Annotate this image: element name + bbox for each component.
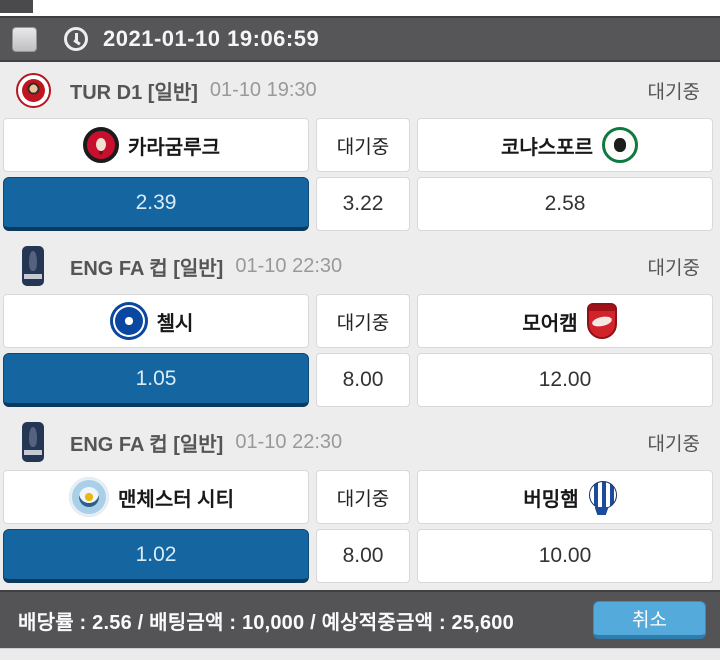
league-logo-icon <box>22 246 44 286</box>
odds-away-button[interactable]: 2.58 <box>417 177 713 231</box>
away-team-logo-icon <box>586 303 617 339</box>
away-team-cell: 코냐스포르 <box>417 118 713 172</box>
team-row: 카라굼루크 대기중 코냐스포르 <box>0 118 720 172</box>
match-section: ENG FA 컵 [일반] 01-10 22:30 대기중 첼시 대기중 모어캠… <box>0 238 720 414</box>
away-team-logo-icon <box>588 479 617 515</box>
center-status: 대기중 <box>336 312 390 334</box>
league-title: ENG FA 컵 [일반] <box>70 257 224 280</box>
match-datetime: 01-10 19:30 <box>209 78 317 101</box>
league-logo-icon <box>22 422 44 462</box>
top-left-tab <box>0 0 33 13</box>
odds-row: 1.02 8.00 10.00 <box>0 529 720 583</box>
team-row: 맨체스터 시티 대기중 버밍햄 <box>0 470 720 524</box>
top-strip <box>0 0 720 16</box>
away-team-logo-icon <box>602 127 638 163</box>
odds-away-button[interactable]: 12.00 <box>417 353 713 407</box>
home-team-logo-icon <box>69 477 110 517</box>
match-section: ENG FA 컵 [일반] 01-10 22:30 대기중 맨체스터 시티 대기… <box>0 414 720 590</box>
match-status: 대기중 <box>647 81 700 103</box>
cancel-button[interactable]: 취소 <box>593 601 706 639</box>
center-status: 대기중 <box>336 136 390 158</box>
center-status: 대기중 <box>336 488 390 510</box>
match-status: 대기중 <box>647 433 700 455</box>
league-title: ENG FA 컵 [일반] <box>70 433 224 456</box>
league-title: TUR D1 [일반] <box>70 81 198 104</box>
league-header: TUR D1 [일반] 01-10 19:30 대기중 <box>0 62 720 118</box>
center-status-cell: 대기중 <box>316 118 410 172</box>
home-team-name: 카라굼루크 <box>128 136 220 159</box>
bet-summary: 배당률 : 2.56 / 배팅금액 : 10,000 / 예상적중금액 : 25… <box>18 611 514 634</box>
home-team-cell: 맨체스터 시티 <box>3 470 309 524</box>
home-team-name: 맨체스터 시티 <box>118 488 234 511</box>
league-logo-icon <box>15 72 51 108</box>
odds-row: 2.39 3.22 2.58 <box>0 177 720 231</box>
bet-slip-footer: 배당률 : 2.56 / 배팅금액 : 10,000 / 예상적중금액 : 25… <box>0 590 720 648</box>
match-status: 대기중 <box>647 257 700 279</box>
match-list: TUR D1 [일반] 01-10 19:30 대기중 카라굼루크 대기중 코냐… <box>0 62 720 590</box>
header-bar: 2021-01-10 19:06:59 <box>0 16 720 62</box>
match-datetime: 01-10 22:30 <box>235 430 343 453</box>
league-header: ENG FA 컵 [일반] 01-10 22:30 대기중 <box>0 238 720 294</box>
odds-draw-button[interactable]: 8.00 <box>316 353 410 407</box>
league-header: ENG FA 컵 [일반] 01-10 22:30 대기중 <box>0 414 720 470</box>
home-team-cell: 카라굼루크 <box>3 118 309 172</box>
home-team-logo-icon <box>83 127 119 163</box>
odds-home-button[interactable]: 2.39 <box>3 177 309 231</box>
home-team-logo-icon <box>109 302 148 340</box>
odds-draw-button[interactable]: 8.00 <box>316 529 410 583</box>
away-team-name: 모어캠 <box>522 312 578 335</box>
odds-home-button[interactable]: 1.02 <box>3 529 309 583</box>
home-team-name: 첼시 <box>156 312 194 335</box>
match-section: TUR D1 [일반] 01-10 19:30 대기중 카라굼루크 대기중 코냐… <box>0 62 720 238</box>
odds-away-button[interactable]: 10.00 <box>417 529 713 583</box>
odds-row: 1.05 8.00 12.00 <box>0 353 720 407</box>
bottom-strip <box>0 648 720 660</box>
center-status-cell: 대기중 <box>316 294 410 348</box>
odds-home-button[interactable]: 1.05 <box>3 353 309 407</box>
timestamp: 2021-01-10 19:06:59 <box>103 26 320 51</box>
clock-icon <box>64 27 88 51</box>
center-status-cell: 대기중 <box>316 470 410 524</box>
away-team-name: 코냐스포르 <box>501 136 593 159</box>
away-team-cell: 모어캠 <box>417 294 713 348</box>
home-team-cell: 첼시 <box>3 294 309 348</box>
match-datetime: 01-10 22:30 <box>235 254 343 277</box>
select-all-checkbox[interactable] <box>12 26 37 52</box>
away-team-name: 버밍햄 <box>523 488 579 511</box>
team-row: 첼시 대기중 모어캠 <box>0 294 720 348</box>
odds-draw-button[interactable]: 3.22 <box>316 177 410 231</box>
away-team-cell: 버밍햄 <box>417 470 713 524</box>
